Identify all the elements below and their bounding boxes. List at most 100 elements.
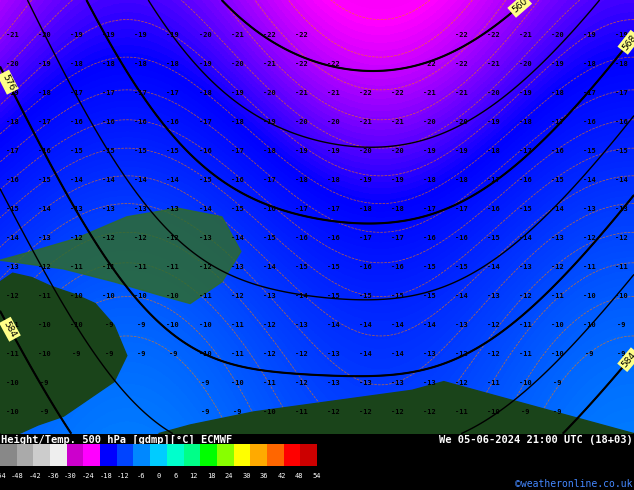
Text: -13: -13 [231,264,243,270]
Text: -12: -12 [455,380,467,386]
Text: -10: -10 [231,380,243,386]
Text: -19: -19 [38,61,51,67]
Text: -15: -15 [359,293,372,299]
Text: -14: -14 [487,264,500,270]
Text: -14: -14 [423,322,436,328]
Text: -17: -17 [262,177,275,183]
Text: -18: -18 [38,90,51,96]
Text: -16: -16 [167,119,179,125]
Text: 568: 568 [620,33,634,52]
Text: -10: -10 [70,322,83,328]
Text: -19: -19 [583,32,596,38]
Text: -14: -14 [455,293,467,299]
Text: -15: -15 [295,264,307,270]
Polygon shape [0,273,127,434]
Text: -10: -10 [198,351,211,357]
Text: -18: -18 [359,206,372,212]
Text: -11: -11 [198,293,211,299]
Text: -9: -9 [200,380,209,386]
Text: -12: -12 [359,409,372,415]
Text: -13: -13 [198,235,211,241]
Text: -11: -11 [615,264,628,270]
Text: -21: -21 [262,61,275,67]
Text: -22: -22 [359,90,372,96]
Text: -20: -20 [198,32,211,38]
Text: -12: -12 [487,351,500,357]
Text: -9: -9 [105,322,113,328]
Text: 36: 36 [260,473,268,479]
Bar [200,444,217,466]
Text: -18: -18 [295,177,307,183]
Text: -16: -16 [38,148,51,154]
Text: -12: -12 [519,293,531,299]
Text: -24: -24 [82,473,94,479]
Text: -10: -10 [70,293,83,299]
Text: -20: -20 [551,32,564,38]
Text: -17: -17 [70,90,83,96]
Text: -13: -13 [70,206,83,212]
Text: -10: -10 [38,351,51,357]
Text: -12: -12 [295,380,307,386]
Bar [267,444,283,466]
Text: 54: 54 [313,473,321,479]
Text: -20: -20 [295,119,307,125]
Text: -10: -10 [551,351,564,357]
Text: -12: -12 [198,264,211,270]
Text: -15: -15 [103,148,115,154]
Text: -18: -18 [455,177,467,183]
Text: -18: -18 [198,90,211,96]
Text: -20: -20 [423,119,436,125]
Bar [117,444,134,466]
Text: -21: -21 [487,61,500,67]
Text: -17: -17 [551,119,564,125]
Text: -10: -10 [134,293,147,299]
Text: -15: -15 [615,148,628,154]
Bar [50,444,67,466]
Text: -13: -13 [487,293,500,299]
Text: -21: -21 [295,90,307,96]
Text: -14: -14 [327,322,339,328]
Text: -19: -19 [262,119,275,125]
Bar [0,444,16,466]
Text: -13: -13 [262,293,275,299]
Text: -22: -22 [423,61,436,67]
Text: -16: -16 [487,206,500,212]
Text: -17: -17 [6,148,19,154]
Text: -13: -13 [615,206,628,212]
Text: -10: -10 [6,380,19,386]
Text: -16: -16 [583,119,596,125]
Text: -22: -22 [487,32,500,38]
Text: -16: -16 [551,148,564,154]
Bar [134,444,150,466]
Text: -15: -15 [70,148,83,154]
Text: -22: -22 [262,32,275,38]
Text: -14: -14 [519,235,531,241]
Text: -36: -36 [46,473,59,479]
Text: -13: -13 [134,206,147,212]
Bar [16,444,34,466]
Text: -17: -17 [519,148,531,154]
Text: -10: -10 [38,322,51,328]
Text: -15: -15 [487,235,500,241]
Text: -12: -12 [6,293,19,299]
Text: -11: -11 [262,380,275,386]
Bar [233,444,250,466]
Text: -9: -9 [136,322,145,328]
Text: -11: -11 [295,409,307,415]
Text: -16: -16 [359,264,372,270]
Text: -19: -19 [519,90,531,96]
Text: -12: -12 [551,264,564,270]
Text: -19: -19 [391,177,403,183]
Text: -19: -19 [359,177,372,183]
Text: -16: -16 [231,177,243,183]
Text: -15: -15 [327,293,339,299]
Text: -11: -11 [167,264,179,270]
Text: -16: -16 [103,119,115,125]
Text: 584: 584 [620,350,634,369]
Text: -21: -21 [519,32,531,38]
Text: -13: -13 [6,264,19,270]
Text: -18: -18 [487,148,500,154]
Text: -20: -20 [455,119,467,125]
Text: -15: -15 [455,264,467,270]
Text: -15: -15 [167,148,179,154]
